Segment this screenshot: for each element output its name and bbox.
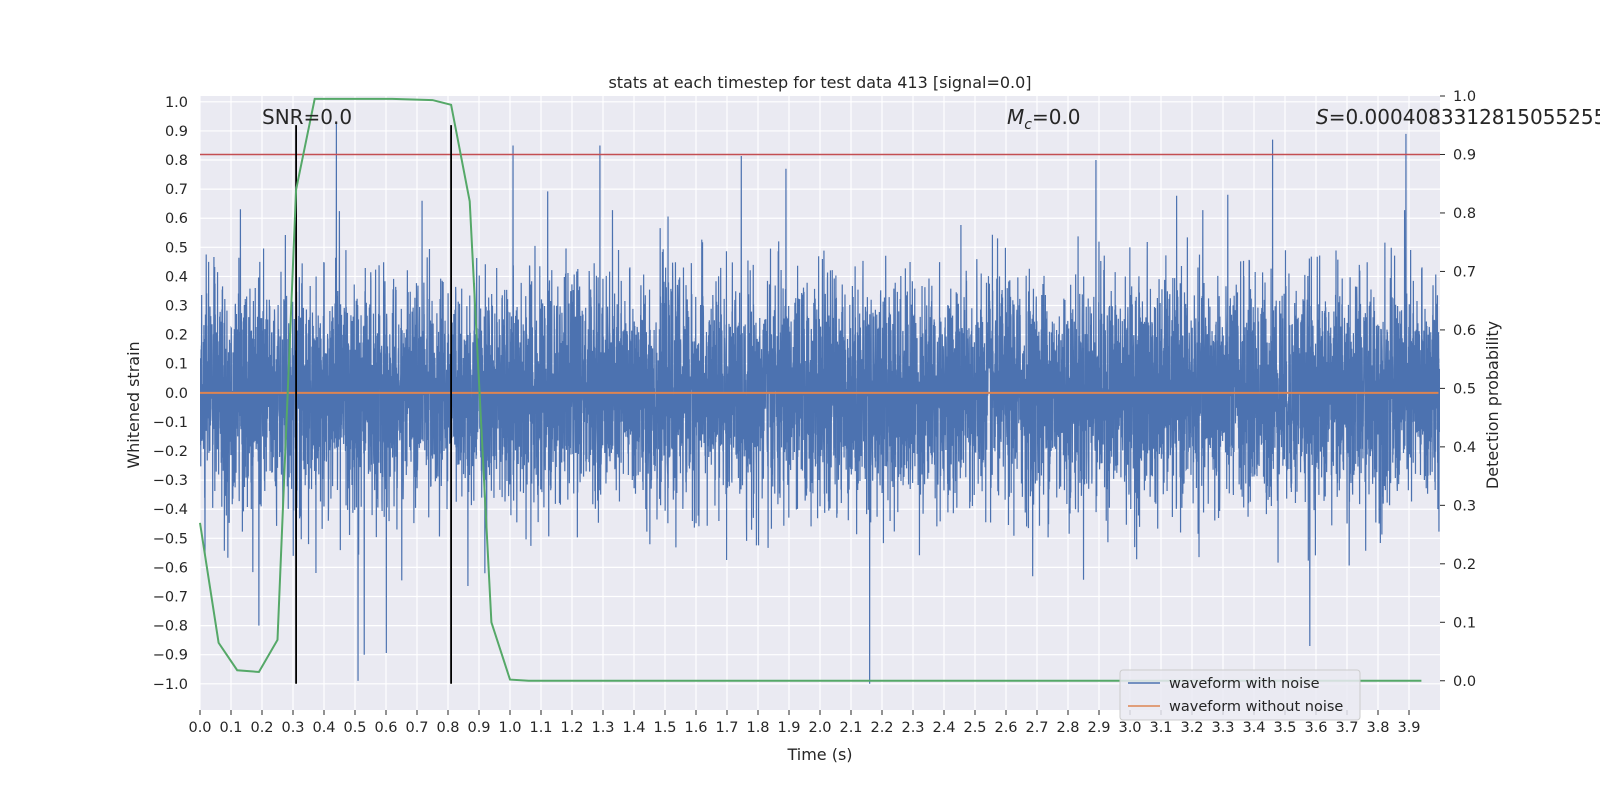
y-tick-label: −0.4 [153,502,188,518]
x-tick-label: 0.7 [405,720,428,736]
y-tick-label: −1.0 [153,677,188,693]
x-tick-label: 2.4 [932,720,955,736]
x-tick-label: 3.7 [1335,720,1358,736]
y-right-tick-label: 0.3 [1453,498,1476,514]
x-tick-label: 1.4 [622,720,645,736]
x-tick-label: 2.0 [808,720,831,736]
series-waveform-with-noise [200,122,1440,684]
y-tick-label: 0.6 [165,211,188,227]
x-tick-label: 2.5 [963,720,986,736]
y-axis-label: Whitened strain [124,341,143,468]
y-right-axis-ticks: 1.0 0.9 0.8 0.7 0.6 0.5 0.4 0.3 0.2 0.1 0.0 [1440,89,1476,690]
annotation-mc-subscript: c [1024,117,1032,133]
x-tick-label: 0.1 [219,720,242,736]
annotation-mc-symbol: M [1007,105,1024,129]
x-tick-label: 1.0 [498,720,521,736]
legend: waveform with noise waveform without noi… [1119,669,1361,721]
y-right-tick-label: 0.1 [1453,615,1476,631]
x-tick-label: 2.9 [1087,720,1110,736]
x-axis-label: Time (s) [786,745,852,764]
x-tick-label: 2.6 [994,720,1017,736]
x-tick-label: 0.6 [374,720,397,736]
y-tick-label: −0.1 [153,415,188,431]
y-tick-label: −0.8 [153,619,188,635]
y-right-tick-label: 0.9 [1453,147,1476,163]
x-tick-label: 1.6 [684,720,707,736]
x-tick-label: 2.8 [1056,720,1079,736]
y-right-tick-label: 0.2 [1453,557,1476,573]
x-tick-label: 3.1 [1149,720,1172,736]
reference-lines [200,125,1440,684]
x-tick-label: 2.7 [1025,720,1048,736]
x-tick-label: 1.2 [560,720,583,736]
y-right-tick-label: 0.4 [1453,440,1476,456]
x-tick-label: 0.9 [467,720,490,736]
x-tick-label: 1.1 [529,720,552,736]
x-axis-ticks: 0.0 0.1 0.2 0.3 0.4 0.5 0.6 0.7 0.8 0.9 1.0 1.1 1.2 1… [188,710,1421,736]
y-tick-label: 0.7 [165,182,188,198]
y-tick-label: 0.0 [165,386,188,402]
y-tick-label: −0.2 [153,444,188,460]
annotation-chirp-mass: Mc=0.0 [1007,105,1081,133]
y-tick-label: 0.4 [165,269,188,285]
x-tick-label: 0.8 [436,720,459,736]
y-tick-label: −0.7 [153,590,188,606]
chart-title: stats at each timestep for test data 413… [608,73,1031,92]
y-tick-label: 0.3 [165,299,188,315]
x-tick-label: 3.5 [1273,720,1296,736]
y-tick-label: 0.5 [165,240,188,256]
y-tick-label: −0.6 [153,560,188,576]
x-tick-label: 1.7 [715,720,738,736]
y-tick-label: 1.0 [165,95,188,111]
x-tick-label: 3.8 [1366,720,1389,736]
x-tick-label: 1.8 [746,720,769,736]
x-tick-label: 2.2 [870,720,893,736]
annotation-mc-value: =0.0 [1032,105,1081,129]
x-tick-label: 2.1 [839,720,862,736]
x-tick-label: 1.9 [777,720,800,736]
x-tick-label: 0.3 [281,720,304,736]
y-right-tick-label: 0.0 [1453,674,1476,690]
x-tick-label: 3.0 [1118,720,1141,736]
x-tick-label: 3.6 [1304,720,1327,736]
waveform-with-noise-line [200,122,1440,684]
y-right-tick-label: 1.0 [1453,89,1476,105]
x-tick-label: 0.4 [312,720,335,736]
y-axis-ticks: 1.0 0.9 0.8 0.7 0.6 0.5 0.4 0.3 0.2 0.1 0.0 −0.1 −0.… [153,95,188,693]
y-right-tick-label: 0.6 [1453,323,1476,339]
x-tick-label: 3.4 [1242,720,1265,736]
annotation-s: S=0.0004083312815055255 [1316,105,1600,129]
y-tick-label: 0.1 [165,357,188,373]
annotation-s-value: =0.0004083312815055255 [1329,105,1600,129]
annotation-s-symbol: S [1316,105,1329,129]
y-right-tick-label: 0.7 [1453,264,1476,280]
x-tick-label: 2.3 [901,720,924,736]
x-tick-label: 3.3 [1211,720,1234,736]
legend-box [1119,669,1361,721]
grid-lines [199,96,1440,710]
x-tick-label: 0.0 [188,720,211,736]
y-tick-label: −0.3 [153,473,188,489]
y-right-axis-label: Detection probability [1483,321,1502,489]
x-tick-label: 1.3 [591,720,614,736]
legend-label-clean: waveform without noise [1169,699,1343,715]
annotation-snr: SNR=0.0 [262,105,352,129]
y-right-tick-label: 0.8 [1453,206,1476,222]
y-tick-label: 0.8 [165,153,188,169]
legend-label-noise: waveform with noise [1169,676,1320,692]
x-tick-label: 1.5 [653,720,676,736]
y-right-tick-label: 0.5 [1453,381,1476,397]
y-tick-label: 0.2 [165,328,188,344]
x-tick-label: 3.2 [1180,720,1203,736]
y-tick-label: −0.9 [153,648,188,664]
y-tick-label: −0.5 [153,531,188,547]
x-tick-label: 3.9 [1397,720,1420,736]
x-tick-label: 0.5 [343,720,366,736]
x-tick-label: 0.2 [250,720,273,736]
y-tick-label: 0.9 [165,124,188,140]
